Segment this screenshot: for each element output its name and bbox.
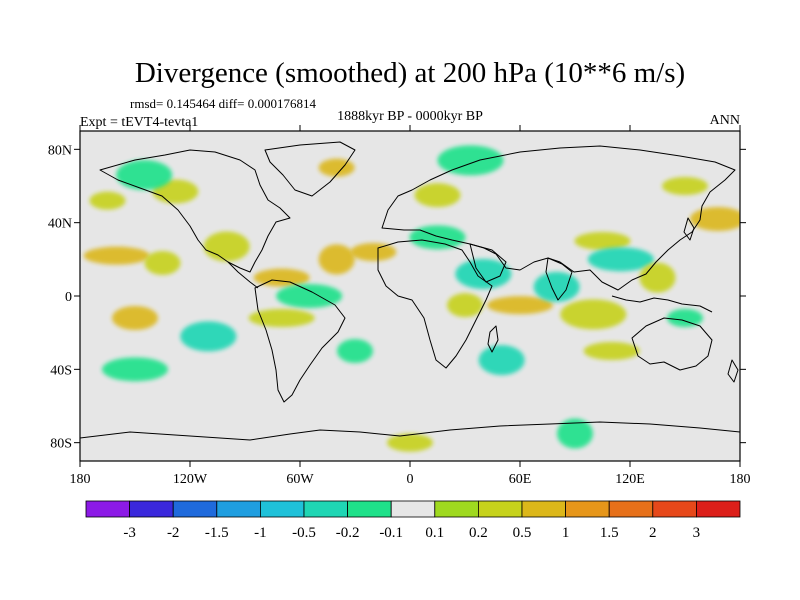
anomaly-region: [560, 299, 627, 330]
anomaly-region: [318, 244, 355, 275]
colorbar-box: [521, 500, 566, 518]
x-tick-label: 180: [730, 472, 751, 487]
colorbar-box: [129, 500, 174, 518]
x-axis: 180 120W 60W 0 60E 120E 180: [70, 125, 751, 487]
colorbar-label: -0.1: [379, 525, 403, 541]
anomaly-region: [662, 177, 708, 195]
coastline-eurasia: [381, 145, 736, 291]
anomaly-region: [180, 321, 237, 352]
colorbar-box: [696, 500, 741, 518]
anomaly-region: [557, 418, 593, 449]
colorbar-label: 3: [693, 525, 701, 541]
coastline-central-america: [227, 261, 259, 289]
colorbar-box: [565, 500, 610, 518]
coastline-north-america: [99, 149, 291, 273]
colorbar-label: 0.2: [469, 525, 488, 541]
left-label: Expt = tEVT4-tevta1: [80, 115, 198, 130]
x-tick-label: 180: [70, 472, 91, 487]
chart-title: Divergence (smoothed) at 200 hPa (10**6 …: [135, 57, 685, 89]
colorbar-box: [390, 500, 436, 518]
anomaly-region: [583, 342, 640, 360]
anomaly-region: [690, 207, 740, 231]
colorbar-label: 0.1: [425, 525, 444, 541]
colorbar-box: [303, 500, 348, 518]
anomaly-region: [83, 246, 150, 265]
coastline-africa: [377, 239, 493, 369]
colorbar-label: -1: [254, 525, 267, 541]
anomaly-region: [487, 296, 553, 315]
anomaly-region: [89, 191, 126, 210]
anomaly-region: [112, 306, 158, 330]
anomaly-region: [203, 231, 250, 262]
anomaly-region: [437, 145, 504, 176]
coastline-arabia: [469, 243, 507, 283]
colorbar-box: [434, 500, 479, 518]
anomaly-region: [102, 357, 168, 382]
anomaly-region: [116, 160, 173, 190]
colorbar-label: 1: [562, 525, 570, 541]
x-tick-label: 60E: [509, 472, 532, 487]
colorbar-box: [216, 500, 261, 518]
colorbar-label: 2: [649, 525, 657, 541]
anomaly-region: [478, 345, 525, 376]
anomaly-region: [414, 183, 461, 208]
colorbar-box: [477, 500, 523, 518]
center-label: 1888kyr BP - 0000kyr BP: [337, 109, 483, 124]
anomaly-region: [667, 309, 703, 327]
stats-text: rmsd= 0.145464 diff= 0.000176814: [130, 96, 316, 111]
anomaly-region: [144, 251, 181, 275]
colorbar-box: [652, 500, 697, 518]
y-tick-label: 80S: [50, 437, 72, 452]
colorbar-label: 0.5: [513, 525, 532, 541]
coastline-india: [545, 257, 573, 301]
coastline-australia: [631, 317, 713, 371]
anomaly-region: [455, 259, 512, 289]
coastline-new-zealand: [727, 359, 739, 383]
coastline-antarctica: [80, 421, 740, 441]
x-tick-label: 120W: [173, 472, 208, 487]
colorbar-label: 1.5: [600, 525, 619, 541]
anomaly-region: [387, 433, 433, 452]
coastline-greenland: [264, 141, 356, 197]
anomaly-region: [350, 243, 397, 261]
coastline-south-america: [254, 279, 346, 403]
x-tick-label: 120E: [615, 472, 645, 487]
anomaly-region: [337, 339, 373, 363]
coastlines: [80, 141, 740, 441]
colorbar-label: -3: [123, 525, 136, 541]
anomaly-region: [533, 271, 580, 302]
colorbar-box: [259, 500, 305, 518]
anomaly-region: [447, 293, 483, 318]
colorbar-box: [172, 500, 218, 518]
anomaly-region: [248, 309, 315, 327]
right-label: ANN: [710, 113, 740, 128]
colorbar: -3 -2 -1.5 -1 -0.5 -0.2 -0.1 0.1 0.2 0.5 1 1.5 2 3: [85, 500, 741, 541]
anomaly-region: [639, 262, 676, 293]
colorbar-label: -1.5: [205, 525, 229, 541]
anomaly-region: [276, 284, 343, 308]
coastline-indonesia: [611, 295, 713, 313]
y-tick-label: 0: [65, 290, 72, 305]
y-tick-label: 40N: [48, 217, 72, 232]
x-tick-label: 60W: [286, 472, 314, 487]
colorbar-label: -0.2: [336, 525, 360, 541]
colorbar-label: -0.5: [292, 525, 316, 541]
y-tick-label: 40S: [50, 363, 72, 378]
coastline-japan: [683, 217, 695, 241]
anomaly-region: [587, 247, 654, 272]
coastline-madagascar: [487, 325, 499, 353]
anomaly-region: [253, 268, 310, 287]
anomaly-region: [409, 225, 466, 250]
anomaly-region: [574, 232, 631, 250]
colorbar-box: [608, 500, 654, 518]
colorbar-label: -2: [167, 525, 180, 541]
colorbar-box: [347, 500, 392, 518]
colorbar-box: [85, 500, 130, 518]
x-tick-label: 0: [407, 472, 414, 487]
y-axis: 80N 40N 0 40S 80S: [48, 143, 746, 452]
y-tick-label: 80N: [48, 143, 72, 158]
